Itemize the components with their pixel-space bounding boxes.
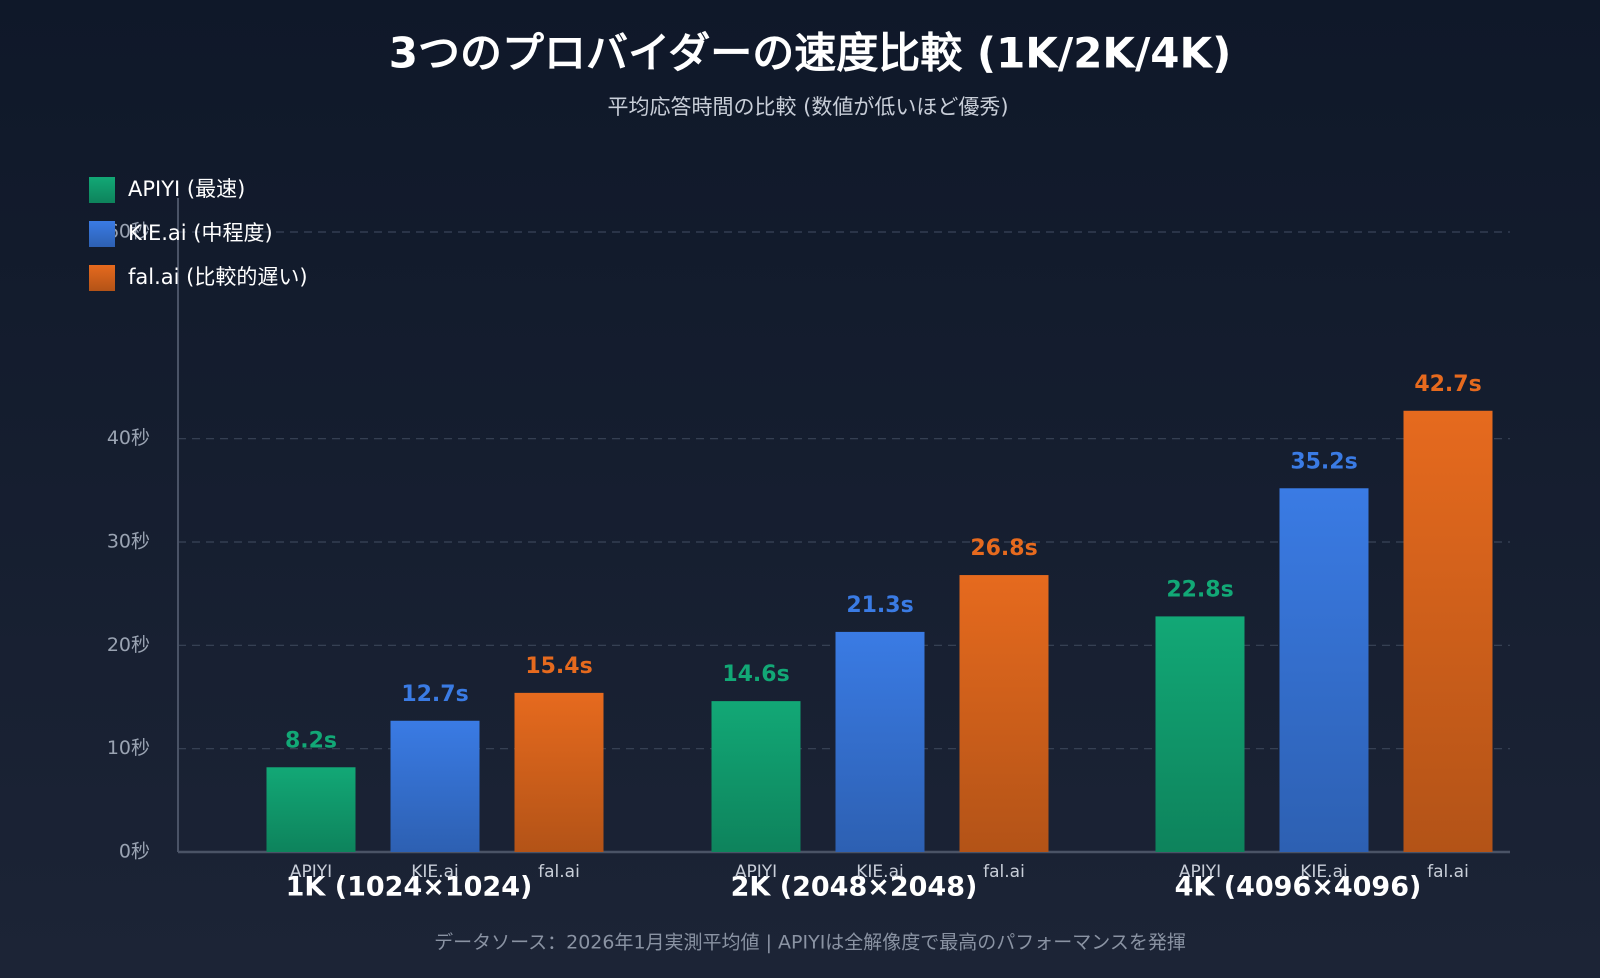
bar-label: KIE.ai xyxy=(1300,862,1347,882)
y-tick-label: 30秒 xyxy=(107,531,150,553)
chart-title: 3つのプロバイダーの速度比較 (1K/2K/4K) xyxy=(389,29,1232,78)
legend-swatch xyxy=(89,177,115,203)
bar xyxy=(711,701,801,852)
bar xyxy=(266,767,356,852)
bar xyxy=(959,575,1049,852)
value-label: 8.2s xyxy=(285,728,337,753)
bar-label: KIE.ai xyxy=(411,862,458,882)
legend-swatch xyxy=(89,221,115,247)
bar xyxy=(1403,410,1493,852)
x-tick-label: 2K (2048×2048) xyxy=(731,872,978,903)
value-label: 42.7s xyxy=(1414,372,1481,397)
bar-label: APIYI xyxy=(290,862,332,882)
x-tick-label: 4K (4096×4096) xyxy=(1175,872,1422,903)
bar xyxy=(1279,488,1369,852)
bar-label: fal.ai xyxy=(983,862,1025,882)
y-tick-label: 40秒 xyxy=(107,427,150,449)
legend-label: fal.ai (比較的遅い) xyxy=(128,265,308,289)
bar xyxy=(390,720,480,852)
legend-swatch xyxy=(89,265,115,291)
bar xyxy=(835,631,925,852)
bar-label: APIYI xyxy=(1179,862,1221,882)
x-tick-label: 1K (1024×1024) xyxy=(286,872,533,903)
legend-label: APIYI (最速) xyxy=(128,177,245,201)
bar xyxy=(1155,616,1245,852)
value-label: 22.8s xyxy=(1166,577,1233,602)
bar xyxy=(514,692,604,852)
footnote: データソース：2026年1月実測平均値 | APIYIは全解像度で最高のパフォー… xyxy=(434,932,1186,954)
y-tick-label: 10秒 xyxy=(107,737,150,759)
y-tick-label: 20秒 xyxy=(107,634,150,656)
bar-label: KIE.ai xyxy=(856,862,903,882)
value-label: 14.6s xyxy=(722,662,789,687)
y-tick-label: 60秒 xyxy=(107,221,150,243)
y-tick-label: 0秒 xyxy=(119,841,150,863)
value-label: 15.4s xyxy=(525,654,592,679)
chart-subtitle: 平均応答時間の比較 (数値が低いほど優秀) xyxy=(607,95,1008,119)
bar-label: fal.ai xyxy=(1427,862,1469,882)
bar-label: fal.ai xyxy=(538,862,580,882)
bar-label: APIYI xyxy=(735,862,777,882)
value-label: 35.2s xyxy=(1290,449,1357,474)
legend-label: KIE.ai (中程度) xyxy=(128,221,273,245)
value-label: 21.3s xyxy=(846,593,913,618)
value-label: 12.7s xyxy=(401,682,468,707)
value-label: 26.8s xyxy=(970,536,1037,561)
